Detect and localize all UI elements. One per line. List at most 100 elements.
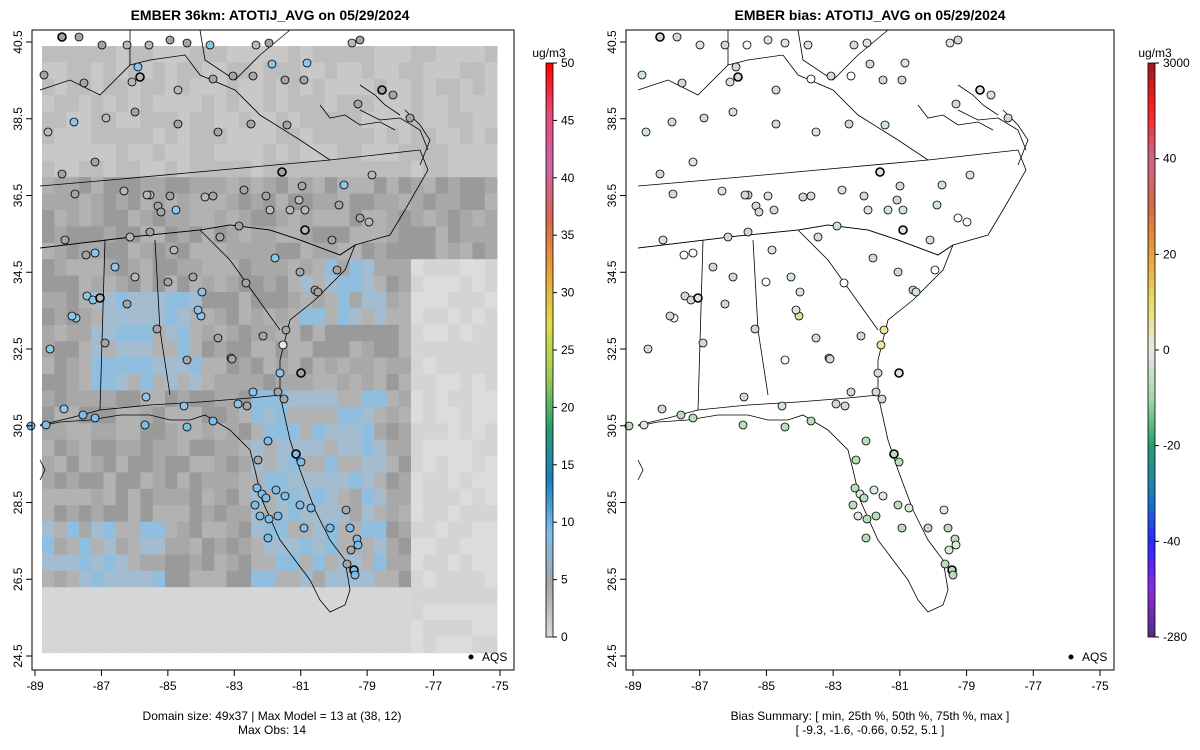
grid-cell (189, 324, 203, 342)
grid-cell (263, 456, 277, 473)
monitor-site-marker (97, 40, 107, 50)
grid-cell (103, 292, 117, 309)
grid-cell (411, 308, 424, 326)
monitor-site-marker (811, 333, 821, 343)
monitor-site-marker (277, 167, 287, 177)
monitor-site-marker (665, 311, 675, 321)
grid-cell (128, 46, 141, 63)
grid-cell (42, 210, 55, 227)
grid-cell (460, 210, 473, 227)
monitor-site-marker (848, 500, 858, 510)
monitor-site-marker (806, 74, 816, 84)
monitor-site-marker (898, 225, 908, 235)
grid-cell (177, 439, 190, 457)
grid-cell (152, 587, 166, 604)
grid-cell (349, 308, 363, 326)
grid-cell (288, 374, 301, 391)
grid-cell (337, 456, 350, 473)
monitor-site-marker (733, 72, 743, 82)
grid-cell (251, 406, 264, 424)
grid-cell (115, 62, 129, 80)
grid-cell (201, 603, 215, 621)
grid-cell (263, 538, 277, 555)
grid-cell (361, 423, 375, 440)
grid-cell (447, 554, 461, 572)
grid-cell (361, 226, 375, 244)
grid-cell (361, 521, 375, 539)
grid-cell (374, 390, 387, 408)
grid-cell (78, 193, 92, 211)
grid-cell (374, 472, 387, 490)
grid-cell (128, 357, 141, 375)
colorbar-label: 40 (1163, 152, 1177, 166)
grid-cell (177, 46, 190, 63)
grid-cell (374, 357, 387, 375)
grid-cell (201, 636, 215, 654)
grid-cell (349, 144, 363, 162)
grid-cell (78, 390, 92, 408)
grid-cell (78, 341, 92, 358)
monitor-site-marker (271, 485, 281, 495)
grid-cell (263, 341, 277, 358)
grid-cell (300, 390, 313, 408)
monitor-site-marker (740, 190, 750, 200)
monitor-site-marker (215, 232, 225, 242)
grid-cell (411, 242, 424, 260)
x-tick-label: -79 (358, 679, 376, 693)
grid-cell (349, 341, 363, 358)
grid-cell (78, 210, 92, 227)
state-border (199, 229, 281, 331)
grid-cell (201, 259, 215, 276)
grid-cell (42, 324, 55, 342)
monitor-site-marker (943, 523, 953, 533)
grid-cell (226, 636, 240, 654)
colorbar-label: 45 (561, 113, 575, 127)
grid-cell (484, 78, 498, 96)
monitor-site-marker (239, 185, 249, 195)
grid-cell (66, 62, 80, 80)
grid-cell (349, 324, 363, 342)
monitor-site-marker (940, 559, 950, 569)
grid-cell (165, 488, 178, 506)
grid-cell (300, 620, 313, 637)
grid-cell (411, 95, 424, 112)
grid-cell (42, 308, 55, 326)
grid-cell (435, 259, 449, 276)
grid-cell (460, 456, 473, 473)
grid-cell (349, 587, 363, 604)
monitor-site-marker (45, 344, 55, 354)
grid-cell (374, 46, 387, 63)
grid-cell (435, 144, 449, 162)
grid-cell (140, 308, 154, 326)
grid-cell (226, 439, 240, 457)
grid-cell (226, 472, 240, 490)
state-border (917, 104, 994, 131)
grid-cell (214, 259, 227, 276)
grid-cell (54, 439, 67, 457)
grid-cell (423, 324, 436, 342)
grid-cell (103, 472, 117, 490)
grid-cell (128, 587, 141, 604)
grid-cell (435, 193, 449, 211)
grid-cell (214, 144, 227, 162)
grid-cell (411, 324, 424, 342)
grid-cell (103, 193, 117, 211)
grid-cell (275, 456, 289, 473)
grid-cell (201, 587, 215, 604)
monitor-site-marker (110, 262, 120, 272)
grid-cell (361, 128, 375, 145)
grid-cell (140, 439, 154, 457)
monitor-site-marker (165, 191, 175, 201)
grid-cell (128, 620, 141, 637)
grid-cell (54, 570, 67, 588)
grid-cell (140, 242, 154, 260)
grid-cell (312, 111, 326, 129)
grid-cell (398, 259, 412, 276)
grid-cell (201, 111, 215, 129)
grid-cell (54, 423, 67, 440)
grid-cell (447, 636, 461, 654)
monitor-site-marker (826, 71, 836, 81)
right-colorbar (1147, 62, 1156, 638)
monitor-site-marker (300, 205, 310, 215)
grid-cell (66, 128, 80, 145)
